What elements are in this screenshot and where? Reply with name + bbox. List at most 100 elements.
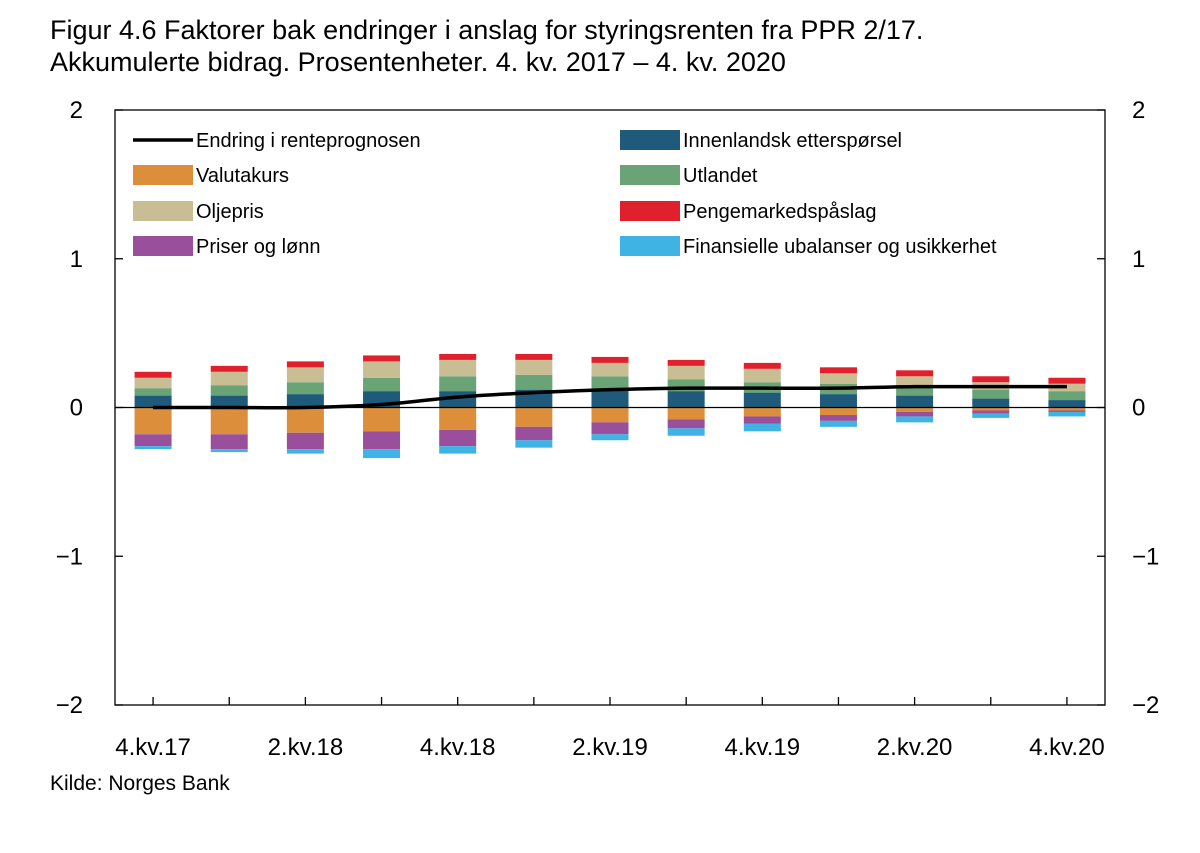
x-tick-label: 2.kv.20 — [877, 734, 953, 761]
legend-swatch — [133, 201, 193, 221]
bar-segment — [286, 449, 324, 454]
bar-segment — [286, 432, 324, 450]
y-tick-label-left: −2 — [56, 692, 83, 719]
source-note: Kilde: Norges Bank — [50, 772, 230, 795]
bar-segment — [439, 446, 477, 454]
bar-segment — [210, 395, 248, 408]
x-tick-label: 4.kv.20 — [1029, 734, 1105, 761]
bar-segment — [591, 434, 629, 441]
bar-segment — [591, 389, 629, 408]
bar-segment — [743, 416, 781, 424]
y-tick-label-right: 1 — [1132, 246, 1145, 273]
bar-segment — [439, 407, 477, 430]
bar-segment — [134, 388, 172, 396]
bar-segment — [439, 376, 477, 392]
legend-label: Finansielle ubalanser og usikkerhet — [683, 236, 997, 258]
legend-label: Priser og lønn — [196, 236, 321, 258]
x-tick-label: 4.kv.18 — [420, 734, 496, 761]
bar-segment — [896, 411, 934, 417]
chart-title: Figur 4.6 Faktorer bak endringer i ansla… — [50, 14, 923, 78]
y-tick-label-right: 0 — [1132, 395, 1145, 422]
bar-segment — [210, 371, 248, 386]
bar-segment — [1048, 377, 1086, 384]
bar-segment — [210, 434, 248, 450]
bar-segment — [439, 353, 477, 360]
bar-segment — [591, 422, 629, 435]
x-tick-label: 2.kv.18 — [268, 734, 344, 761]
x-tick-label: 4.kv.17 — [115, 734, 191, 761]
bar-segment — [134, 407, 172, 435]
bar-segment — [667, 428, 705, 436]
bar-segment — [591, 407, 629, 423]
bar-segment — [972, 410, 1010, 414]
bar-segment — [515, 353, 553, 360]
bar-segment — [134, 434, 172, 447]
bar-segment — [210, 449, 248, 453]
bar-segment — [896, 395, 934, 408]
legend-swatch — [133, 165, 193, 185]
bar-segment — [896, 376, 934, 386]
bar-segment — [1048, 407, 1086, 411]
bar-segment — [896, 385, 934, 396]
legend-swatch — [620, 165, 680, 185]
bar-segment — [896, 370, 934, 377]
bar-segment — [667, 365, 705, 380]
bar-segment — [1048, 391, 1086, 401]
legend-swatch — [620, 201, 680, 221]
y-tick-label-left: 0 — [70, 395, 83, 422]
legend-label: Valutakurs — [196, 165, 289, 187]
bar-segment — [515, 426, 553, 441]
legend-label: Pengemarkedspåslag — [683, 201, 876, 223]
y-tick-label-right: −1 — [1132, 543, 1159, 570]
bar-segment — [819, 414, 857, 421]
bar-segment — [286, 382, 324, 395]
bar-segment — [286, 361, 324, 368]
bar-segment — [972, 413, 1010, 418]
x-tick-label: 4.kv.19 — [725, 734, 801, 761]
bar-segment — [1048, 410, 1086, 412]
bar-segment — [439, 429, 477, 447]
y-tick-label-right: −2 — [1132, 692, 1159, 719]
bar-segment — [363, 361, 401, 378]
bar-segment — [667, 419, 705, 429]
bar-segment — [819, 394, 857, 408]
bar-segment — [134, 377, 172, 389]
y-tick-label-left: 1 — [70, 246, 83, 273]
bar-segment — [363, 377, 401, 392]
bar-segment — [363, 431, 401, 450]
bar-segment — [363, 449, 401, 459]
bar-segment — [743, 407, 781, 417]
bar-segment — [210, 407, 248, 435]
bar-segment — [972, 389, 1010, 399]
legend-label: Oljepris — [196, 201, 264, 223]
bar-segment — [134, 446, 172, 450]
axis-ticks: 2 2 1 1 0 0 −1 −1 −2 −2 4.kv.17 2.kv.18 4.kv.18 2.kv.… — [56, 97, 1160, 761]
bar-segment — [972, 407, 1010, 411]
bar-segment — [743, 362, 781, 369]
bar-segment — [515, 374, 553, 390]
chart-title-line-1: Figur 4.6 Faktorer bak endringer i ansla… — [50, 15, 924, 45]
bar-segment — [591, 376, 629, 390]
bar-segment — [515, 440, 553, 448]
bar-segment — [972, 398, 1010, 408]
x-tick-label: 2.kv.19 — [572, 734, 648, 761]
bar-segment — [972, 376, 1010, 383]
bar-segment — [591, 356, 629, 363]
bar-segment — [667, 391, 705, 408]
bar-segment — [591, 362, 629, 377]
bar-segment — [286, 407, 324, 433]
bar-segment — [819, 420, 857, 427]
legend-label: Utlandet — [683, 165, 758, 187]
bar-segment — [896, 407, 934, 412]
y-tick-label-left: 2 — [70, 97, 83, 124]
bar-segment — [743, 368, 781, 383]
legend-swatch — [133, 236, 193, 256]
bar-segment — [896, 416, 934, 423]
bar-segment — [286, 367, 324, 383]
y-tick-label-left: −1 — [56, 543, 83, 570]
bar-segment — [515, 407, 553, 427]
line-endring-i-renteprognosen — [153, 384, 1067, 410]
y-tick-label-right: 2 — [1132, 97, 1145, 124]
legend-swatch — [620, 130, 680, 150]
bar-segment — [134, 371, 172, 378]
